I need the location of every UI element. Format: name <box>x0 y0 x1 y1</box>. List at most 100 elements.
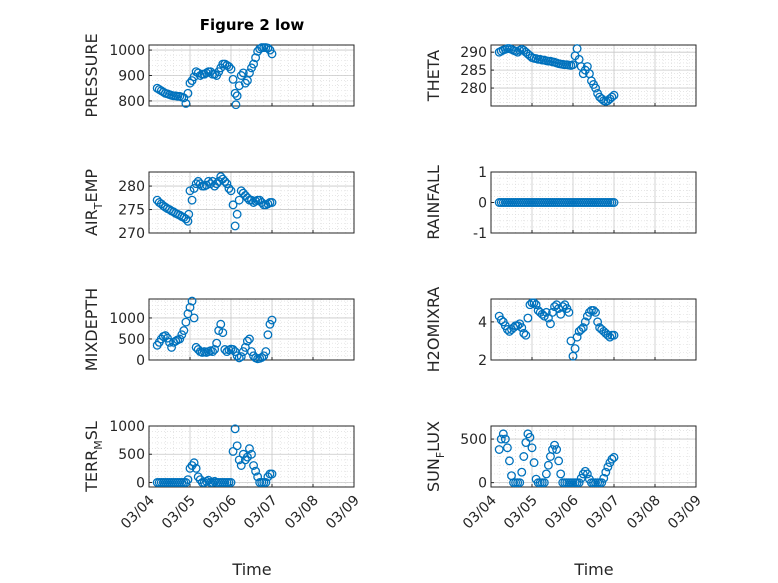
data-point <box>185 302 195 312</box>
subplot-h2omixra: 2 4 H2OMIXRA <box>424 287 697 372</box>
x-tick-label: 03/09 <box>323 493 363 533</box>
y-tick-label: 0 <box>136 475 145 491</box>
data-point <box>236 352 246 362</box>
data-point <box>609 330 619 340</box>
x-tick-label: 03/05 <box>159 493 199 533</box>
data-point <box>249 461 258 470</box>
data-point <box>222 179 232 189</box>
data-point <box>247 347 256 357</box>
data-point <box>572 44 582 54</box>
data-point <box>249 59 258 69</box>
y-tick-label: 500 <box>118 332 145 348</box>
data-point <box>609 198 619 207</box>
data-point <box>261 478 271 487</box>
y-tick-label: 275 <box>118 203 145 219</box>
data-point <box>591 307 600 317</box>
data-point <box>515 478 525 488</box>
x-tick-label: 03/09 <box>665 493 705 533</box>
y-tick-label: 1000 <box>109 43 145 59</box>
data-point <box>558 302 568 312</box>
data-point <box>548 445 557 454</box>
axes-outline <box>148 44 355 107</box>
data-point <box>605 332 615 342</box>
x-tick-label: 03/08 <box>624 493 664 533</box>
data-point <box>232 441 242 451</box>
data-point <box>232 209 242 219</box>
data-point <box>183 475 193 485</box>
data-point <box>191 463 201 473</box>
x-tick-label: 03/04 <box>118 492 158 532</box>
data-point <box>267 315 277 325</box>
subplot-mixdepth: 0 500 1000 MIXDEPTH <box>82 288 355 371</box>
data-point <box>543 313 553 323</box>
data-point <box>226 64 236 74</box>
subplot-air-emp: 270 275 280 AIRTEMP <box>82 169 355 242</box>
data-point <box>513 321 523 331</box>
x-tick-label: 03/04 <box>460 492 500 532</box>
data-point <box>607 92 617 102</box>
data-point <box>228 200 238 210</box>
axes-outline <box>148 171 355 234</box>
data-point <box>251 466 261 476</box>
data-point <box>568 60 578 70</box>
data-point <box>603 330 613 340</box>
data-point <box>259 351 269 361</box>
data-point <box>226 478 236 487</box>
x-tick-label: 03/06 <box>200 492 240 532</box>
axes-outline <box>490 44 697 107</box>
y-tick-label: 280 <box>118 179 145 195</box>
data-point <box>525 432 535 442</box>
data-point <box>263 330 273 340</box>
data-point <box>191 179 201 189</box>
data-point <box>523 313 533 323</box>
data-point <box>494 445 504 454</box>
data-point <box>201 68 211 78</box>
subplot-rainfall: -1 0 1 RAINFALL <box>424 165 697 242</box>
data-point <box>212 179 222 189</box>
y-tick-label: 4 <box>478 315 487 331</box>
data-point <box>267 469 277 479</box>
data-point <box>267 49 277 59</box>
data-point <box>599 473 609 483</box>
data-point <box>181 317 191 327</box>
data-point <box>582 469 592 479</box>
data-point <box>496 434 506 444</box>
data-point <box>537 309 547 319</box>
data-point <box>576 325 586 334</box>
x-tick-label: 03/05 <box>501 493 541 533</box>
data-point <box>502 443 512 453</box>
data-point <box>550 440 559 450</box>
data-point <box>531 300 541 310</box>
data-point <box>576 473 586 483</box>
data-point <box>185 78 195 88</box>
data-point <box>546 319 555 329</box>
data-point <box>572 332 582 342</box>
data-point <box>244 334 254 344</box>
data-point <box>216 319 226 329</box>
data-point <box>228 446 238 456</box>
y-axis-label: SUNFLUX <box>424 421 447 492</box>
data-point <box>500 434 510 444</box>
data-point <box>263 43 273 53</box>
y-tick-label: 290 <box>460 45 487 61</box>
x-tick-label: 03/07 <box>583 493 623 533</box>
data-point <box>261 347 271 357</box>
data-point <box>187 296 197 306</box>
data-point <box>175 334 185 344</box>
data-point <box>556 469 566 479</box>
data-point <box>253 472 263 482</box>
data-point <box>210 345 220 354</box>
axes-outline <box>490 298 697 361</box>
data-point <box>498 429 508 439</box>
data-point <box>267 198 277 207</box>
data-point <box>179 326 189 336</box>
data-point <box>566 336 576 346</box>
data-point <box>203 176 213 186</box>
data-point <box>236 461 246 470</box>
y-axis-label: TERRMSL <box>82 421 105 493</box>
data-point <box>224 183 234 193</box>
data-point <box>543 460 553 470</box>
data-point <box>162 333 172 343</box>
data-point <box>603 462 613 472</box>
